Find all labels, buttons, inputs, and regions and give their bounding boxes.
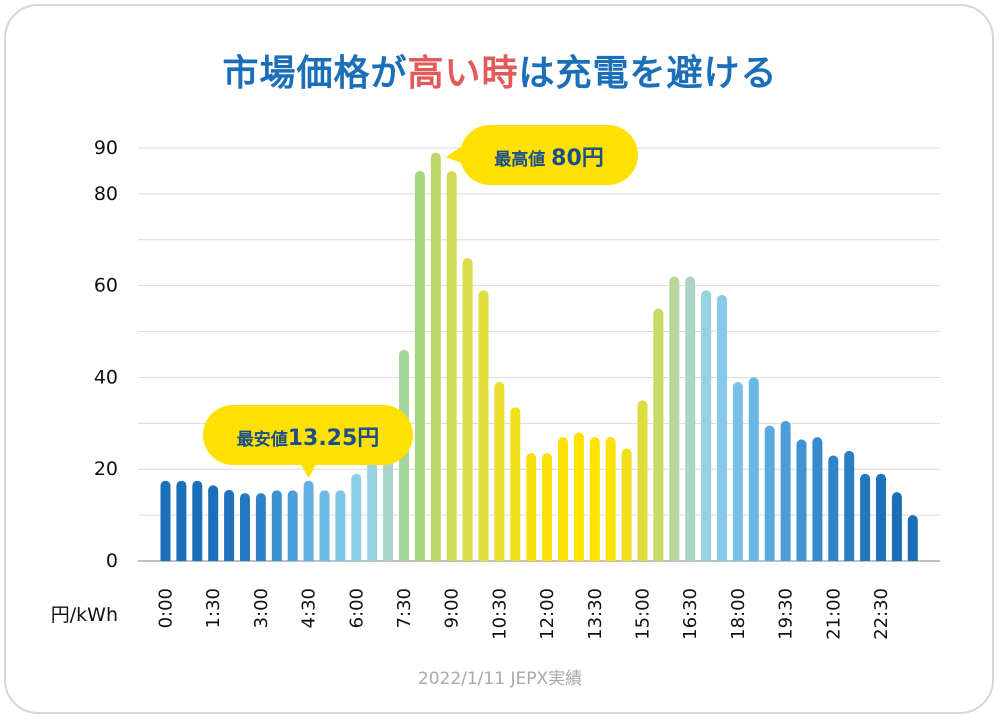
bar	[446, 170, 457, 561]
bar	[891, 492, 902, 561]
bar	[271, 490, 282, 561]
title-part2: は充電を避ける	[518, 53, 778, 94]
bar	[764, 425, 775, 561]
title-highlight: 高い時	[407, 53, 519, 94]
chart-card	[4, 4, 994, 714]
bar	[828, 455, 839, 561]
bar	[732, 382, 743, 561]
x-tick-label: 4:30	[299, 588, 320, 628]
bar	[780, 421, 791, 561]
max-callout-label: 最高値	[494, 149, 551, 170]
x-tick-label: 1:30	[203, 588, 224, 628]
x-tick-label: 7:30	[394, 588, 415, 628]
min-callout-bubble	[203, 405, 413, 465]
bar	[876, 473, 886, 561]
bar	[303, 480, 314, 561]
bar	[573, 432, 584, 561]
bar	[478, 290, 489, 561]
bar	[414, 170, 425, 561]
x-tick-label: 21:00	[823, 588, 844, 640]
bar	[319, 490, 330, 561]
bars	[160, 152, 918, 562]
bar	[176, 480, 187, 561]
x-tick-label: 19:30	[776, 588, 797, 640]
bar	[255, 493, 266, 561]
bar	[192, 480, 203, 561]
bar	[701, 290, 712, 561]
bar	[462, 258, 473, 561]
min-callout-text: 最安値13.25円	[237, 426, 380, 451]
bar	[748, 377, 759, 561]
bar	[605, 437, 616, 561]
min-callout-pointer	[299, 462, 318, 478]
bar	[542, 453, 553, 561]
x-tick-labels: 0:00 1:30 3:00 4:30 6:00 7:30 9:00 10:30 12:00 13…	[156, 588, 893, 640]
bar	[907, 515, 918, 561]
max-callout-text: 最高値 80円	[494, 146, 604, 171]
min-callout-value: 13.25円	[288, 426, 380, 451]
bar	[669, 276, 680, 561]
x-tick-label: 15:00	[633, 588, 654, 640]
bar	[160, 480, 171, 561]
bar	[494, 382, 505, 561]
y-axis-unit-label: 円/kWh	[51, 604, 118, 626]
x-tick-label: 13:30	[585, 588, 606, 640]
x-tick-label: 3:00	[251, 588, 272, 628]
bar	[717, 294, 727, 561]
bar	[430, 152, 441, 562]
x-tick-label: 9:00	[442, 588, 463, 628]
y-tick-label: 80	[94, 183, 118, 205]
bar	[351, 473, 362, 561]
bar	[287, 490, 298, 561]
y-tick-label: 0	[106, 550, 118, 572]
x-tick-label: 0:00	[156, 588, 177, 628]
bar	[796, 439, 807, 561]
bar	[812, 437, 823, 561]
bar	[685, 276, 696, 561]
y-tick-label: 20	[94, 458, 118, 480]
x-tick-label: 16:30	[680, 588, 701, 640]
y-tick-label: 40	[94, 366, 118, 388]
title-part1: 市場価格が	[222, 53, 408, 94]
bar	[240, 493, 250, 561]
x-tick-label: 22:30	[871, 588, 892, 640]
max-callout-value: 80円	[551, 146, 604, 171]
bar	[860, 473, 871, 561]
bar	[621, 448, 632, 561]
bar	[367, 460, 378, 561]
bar	[335, 490, 346, 561]
bar	[844, 450, 855, 561]
x-tick-label: 6:00	[346, 588, 367, 628]
bar	[558, 437, 568, 561]
bar	[208, 485, 219, 561]
y-tick-label: 60	[94, 275, 118, 297]
y-tick-label: 90	[94, 137, 118, 159]
min-callout-label: 最安値	[237, 429, 288, 450]
max-callout-bubble	[460, 125, 638, 185]
x-tick-label: 18:00	[728, 588, 749, 640]
bar	[653, 308, 664, 561]
bar	[637, 400, 648, 561]
source-caption: 2022/1/11 JEPX実績	[417, 669, 583, 689]
chart-title: 市場価格が高い時は充電を避ける	[0, 44, 1000, 96]
x-tick-label: 12:00	[537, 588, 558, 640]
bar	[526, 453, 537, 561]
bar	[383, 450, 394, 561]
bar	[510, 407, 521, 561]
bar	[589, 437, 600, 561]
max-callout-pointer	[445, 146, 464, 164]
x-tick-label: 10:30	[489, 588, 510, 640]
y-tick-labels: 0 20 40 60 80 90	[94, 137, 118, 572]
bar	[224, 489, 235, 561]
